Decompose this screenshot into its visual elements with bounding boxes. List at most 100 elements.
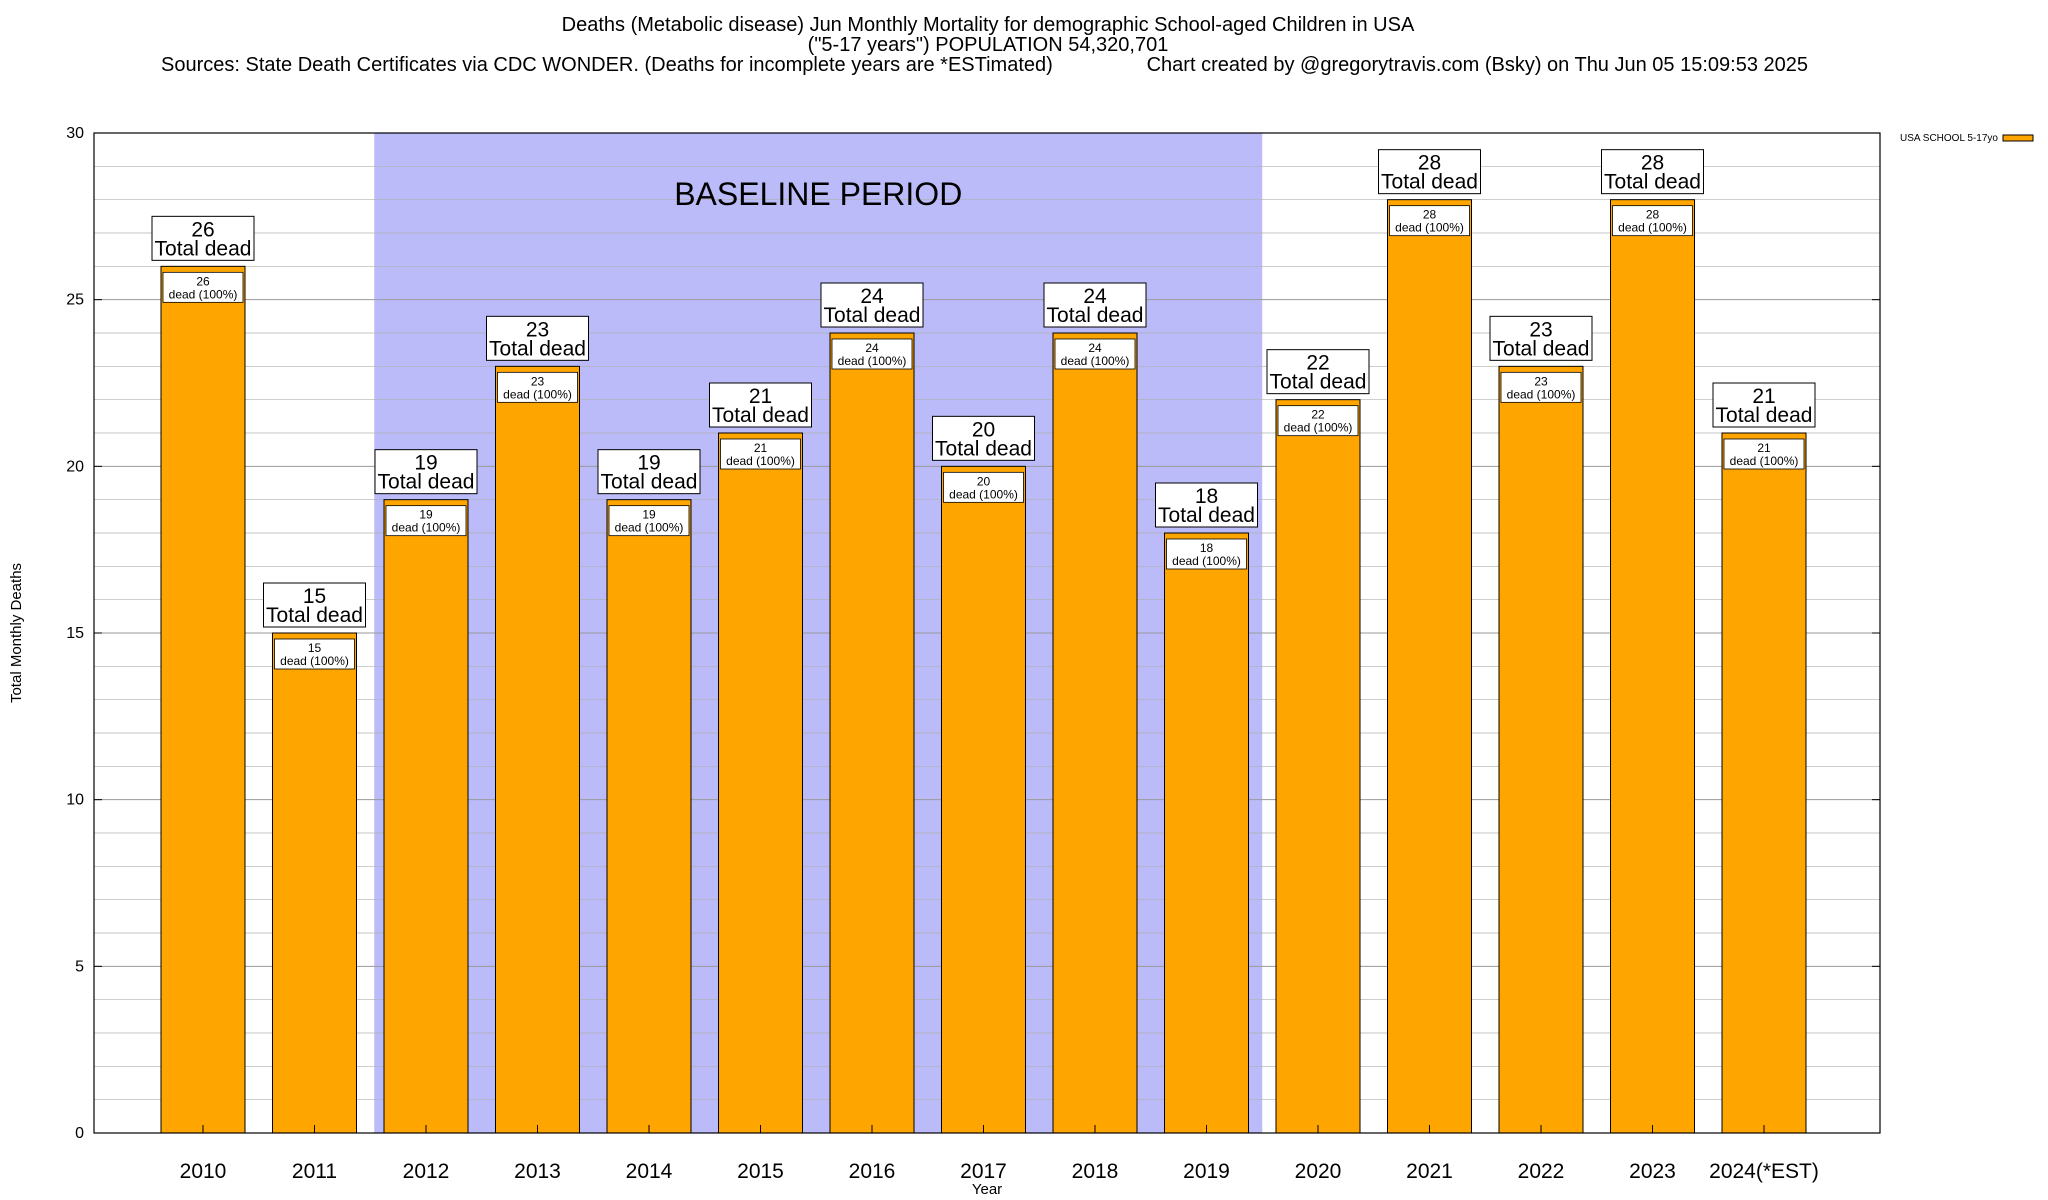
dead-label-text: dead (100%) [1172,554,1241,568]
dead-label-value: 28 [1646,208,1660,222]
total-label-text: Total dead [1047,304,1144,327]
dead-label-text: dead (100%) [280,654,349,668]
total-label-text: Total dead [1381,171,1478,194]
chart-title-line-1: Deaths (Metabolic disease) Jun Monthly M… [562,14,1415,36]
bar [495,365,580,1134]
total-label-box [1043,282,1147,328]
dead-label-value: 24 [865,341,879,355]
total-label-text: Total dead [266,604,363,627]
x-tick-label: 2020 [1295,1160,1342,1183]
dead-label-value: 24 [1088,341,1102,355]
total-label-box [1712,382,1816,428]
total-label-box [1266,349,1370,395]
total-label-value: 23 [1529,318,1552,341]
bar [160,265,246,1134]
total-label-value: 21 [749,385,772,408]
dead-label-text: dead (100%) [949,487,1018,501]
total-label-value: 28 [1418,152,1441,175]
total-label-value: 21 [1752,385,1775,408]
dead-label-box [497,371,578,403]
bar [1498,365,1584,1134]
dead-label-box [162,271,244,303]
bar [272,632,357,1134]
total-label-text: Total dead [1493,337,1590,360]
y-axis: 0 5 10 15 20 25 30 [66,125,1880,1142]
dead-label-box [831,338,913,370]
total-label-text: Total dead [489,337,586,360]
total-label-box [820,282,924,328]
legend-series-label: USA SCHOOL 5-17yo [1900,133,1998,144]
x-tick-label: 2021 [1406,1160,1453,1183]
dead-label-text: dead (100%) [726,454,795,468]
total-label-box [1378,149,1481,195]
dead-label-box [720,438,801,470]
x-tick-label: 2017 [960,1160,1007,1183]
total-label-text: Total dead [1270,371,1367,394]
bar [606,499,692,1134]
dead-label-box [1612,205,1693,237]
bar [1387,199,1472,1134]
dead-label-box [1166,538,1247,570]
dead-label-text: dead (100%) [1507,387,1576,401]
dead-label-text: dead (100%) [1730,454,1799,468]
dead-label-value: 21 [1757,441,1771,455]
x-tick-label: 2013 [514,1160,561,1183]
dead-label-box [1054,338,1136,370]
y-tick-label: 5 [75,958,84,975]
y-tick-label: 20 [66,458,84,475]
total-label-text: Total dead [155,237,252,260]
total-label-box [151,215,255,261]
total-label-value: 28 [1641,152,1664,175]
legend: USA SCHOOL 5-17yo [1900,133,2034,144]
dead-label-text: dead (100%) [503,387,572,401]
bar [1275,399,1361,1134]
dead-label-value: 19 [642,508,656,522]
y-tick-label: 15 [66,625,84,642]
total-label-box [1489,315,1593,361]
x-tick-label: 2022 [1518,1160,1565,1183]
x-tick-label: 2012 [403,1160,450,1183]
x-tick-label: 2011 [292,1160,337,1183]
total-label-box [374,449,478,495]
x-tick-label: 2024(*EST) [1709,1160,1819,1183]
dead-label-box [1389,205,1470,237]
x-axis: 2010 2011 2012 2013 2014 2015 2016 2017 2018 2019… [180,1125,1819,1183]
y-tick-label: 10 [66,792,84,809]
total-label-value: 19 [637,452,660,475]
x-axis-title: Year [972,1181,1002,1198]
dead-label-value: 23 [531,374,545,388]
dead-label-box [385,505,467,537]
baseline-period-label: BASELINE PERIOD [674,176,962,212]
x-tick-label: 2010 [180,1160,227,1183]
chart-credit: Chart created by @gregorytravis.com (Bsk… [1147,54,1808,76]
dead-label-value: 28 [1423,208,1437,222]
x-tick-label: 2023 [1629,1160,1676,1183]
legend-swatch [2002,134,2034,142]
total-label-text: Total dead [1716,404,1813,427]
chart-sources: Sources: State Death Certificates via CD… [161,54,1053,76]
x-tick-label: 2018 [1072,1160,1119,1183]
dead-label-text: dead (100%) [392,521,461,535]
dead-label-box [1500,371,1582,403]
chart-title-line-2: ("5-17 years") POPULATION 54,320,701 [808,34,1169,56]
bar [1164,532,1249,1134]
dead-label-value: 23 [1534,374,1548,388]
bars [160,199,1807,1134]
y-tick-label: 0 [75,1125,84,1142]
dead-label-box [274,638,355,670]
dead-label-text: dead (100%) [1284,421,1353,435]
dead-label-box [943,471,1024,503]
x-tick-label: 2014 [626,1160,673,1183]
total-label-box [486,315,589,361]
dead-label-text: dead (100%) [169,287,238,301]
bar [718,432,803,1134]
total-label-value: 23 [526,318,549,341]
x-tick-label: 2015 [737,1160,784,1183]
total-label-value: 19 [414,452,437,475]
total-label-box [932,415,1035,461]
dead-label-value: 22 [1311,408,1325,422]
total-label-text: Total dead [824,304,921,327]
bar [1721,432,1807,1134]
